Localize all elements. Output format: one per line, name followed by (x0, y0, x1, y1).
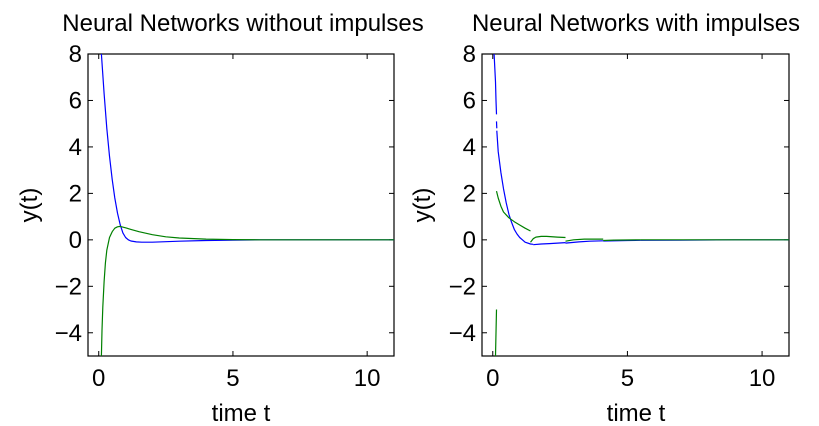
series-2-line (494, 309, 498, 357)
series-1-line (100, 53, 394, 243)
series-2-line (565, 238, 604, 242)
panel-with-impulses: Neural Networks with impulses 0 5 10 −4 −2 0 2… (409, 10, 800, 426)
y-tick-label: 8 (463, 41, 476, 68)
plot-lines (493, 53, 789, 357)
y-tick-label: 0 (69, 227, 82, 254)
x-tick-label: 5 (621, 365, 634, 392)
panel-without-impulses: Neural Networks without impulses 0 5 10 −4 −… (16, 10, 424, 426)
y-tick-label: 8 (69, 41, 82, 68)
series-2-line (100, 225, 394, 357)
plot-lines (100, 53, 394, 357)
y-tick-label: 4 (463, 134, 476, 161)
plot-frame (87, 53, 395, 357)
x-tick-label: 10 (354, 365, 381, 392)
series-1-line (533, 242, 566, 246)
y-tick-label: 6 (463, 87, 476, 114)
plot-frame (481, 53, 790, 357)
y-tick-label: 2 (463, 180, 476, 207)
chart-title: Neural Networks with impulses (472, 10, 800, 37)
x-axis-label: time t (212, 400, 271, 426)
axis-ticks: 0 5 10 −4 −2 0 2 4 6 8 (449, 41, 789, 392)
y-tick-label: 2 (69, 180, 82, 207)
x-tick-label: 0 (486, 365, 499, 392)
y-axis-label: y(t) (409, 188, 436, 223)
series-1-line (565, 240, 604, 244)
series-2-line (495, 190, 531, 232)
x-tick-label: 5 (226, 365, 239, 392)
chart-title: Neural Networks without impulses (62, 10, 423, 37)
y-tick-label: −2 (449, 273, 476, 300)
series-2-line (530, 235, 566, 243)
x-tick-label: 10 (749, 365, 776, 392)
y-tick-label: −4 (55, 320, 82, 347)
axis-ticks: 0 5 10 −4 −2 0 2 4 6 8 (55, 41, 394, 392)
series-1-line (493, 53, 498, 115)
x-axis-label: time t (607, 400, 666, 426)
y-tick-label: 0 (463, 227, 476, 254)
y-tick-label: 6 (69, 87, 82, 114)
y-axis-label: y(t) (16, 188, 43, 223)
x-tick-label: 0 (92, 365, 105, 392)
series-1-line (496, 130, 534, 245)
series-2-line (603, 239, 641, 242)
y-tick-label: 4 (69, 134, 82, 161)
y-tick-label: −2 (55, 273, 82, 300)
y-tick-label: −4 (449, 320, 476, 347)
